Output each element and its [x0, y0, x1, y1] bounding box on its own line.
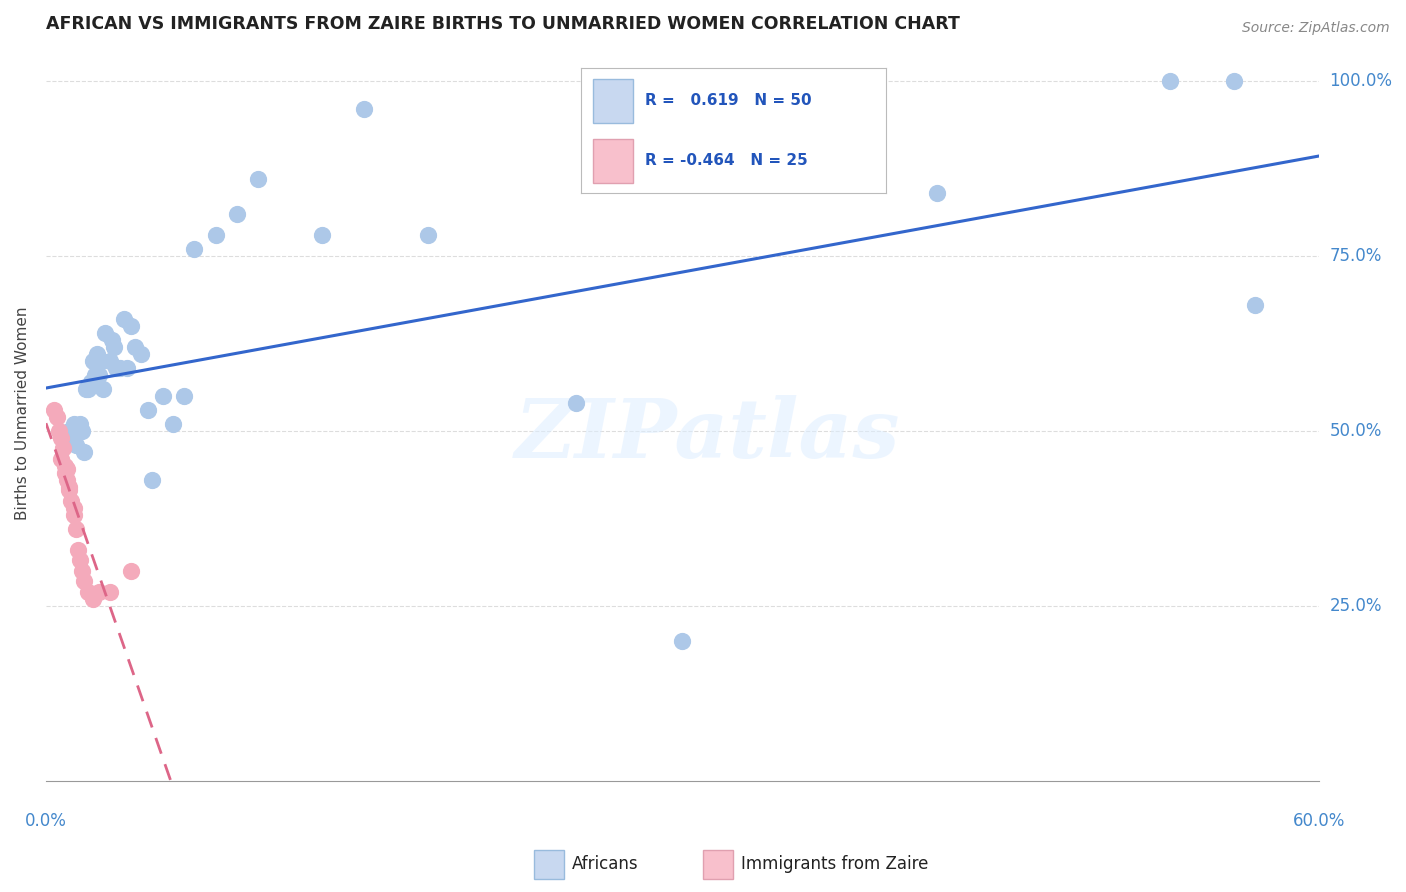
Point [62, 420, 84, 434]
Point [65, 437, 87, 451]
Point [98, 353, 121, 368]
Point [62, 500, 84, 515]
Point [120, 564, 142, 578]
Point [141, 473, 163, 487]
Point [70, 564, 93, 578]
Point [152, 388, 174, 402]
Point [56, 462, 79, 476]
Bar [703, 849, 733, 880]
Text: 50.0%: 50.0% [1330, 422, 1382, 440]
Point [925, 186, 948, 200]
Point [70, 424, 93, 438]
Point [56, 427, 79, 442]
Point [82, 353, 104, 368]
Point [353, 102, 375, 116]
Point [62, 508, 84, 522]
Point [53, 466, 76, 480]
Point [44, 402, 66, 417]
Point [60, 493, 83, 508]
Point [77, 382, 100, 396]
Text: AFRICAN VS IMMIGRANTS FROM ZAIRE BIRTHS TO UNMARRIED WOMEN CORRELATION CHART: AFRICAN VS IMMIGRANTS FROM ZAIRE BIRTHS … [46, 15, 960, 33]
Point [98, 584, 121, 599]
Point [52, 431, 75, 445]
Point [136, 402, 159, 417]
Point [53, 458, 76, 473]
Text: 25.0%: 25.0% [1330, 597, 1382, 615]
Point [58, 479, 80, 493]
Point [565, 395, 588, 409]
Point [77, 584, 100, 599]
Point [110, 360, 132, 375]
Point [94, 326, 117, 340]
Point [115, 360, 138, 375]
Point [45, 409, 67, 424]
Point [1223, 73, 1246, 87]
Point [124, 340, 146, 354]
Text: 60.0%: 60.0% [1292, 812, 1346, 830]
Point [204, 227, 226, 242]
Point [91, 382, 114, 396]
Point [100, 333, 122, 347]
Point [162, 417, 184, 431]
Point [56, 473, 79, 487]
Point [183, 242, 205, 256]
Point [311, 227, 333, 242]
Point [416, 227, 439, 242]
Point [60, 434, 83, 448]
Text: 0.0%: 0.0% [25, 812, 67, 830]
Bar [534, 849, 564, 880]
Point [53, 437, 76, 451]
Point [48, 424, 70, 438]
Point [671, 633, 693, 648]
Point [87, 368, 110, 382]
Point [73, 574, 96, 588]
Text: 100.0%: 100.0% [1330, 71, 1392, 90]
Point [120, 318, 142, 333]
Point [49, 431, 72, 445]
Point [87, 584, 110, 599]
Point [58, 483, 80, 497]
Text: 75.0%: 75.0% [1330, 246, 1382, 265]
Point [86, 346, 108, 360]
Point [73, 444, 96, 458]
Y-axis label: Births to Unmarried Women: Births to Unmarried Women [15, 306, 30, 520]
Point [103, 340, 125, 354]
Text: Source: ZipAtlas.com: Source: ZipAtlas.com [1241, 21, 1389, 35]
Point [83, 368, 105, 382]
Point [62, 417, 84, 431]
Point [75, 382, 97, 396]
Point [49, 451, 72, 466]
Point [131, 346, 153, 360]
Point [226, 206, 249, 220]
Point [114, 311, 136, 326]
Point [52, 441, 75, 455]
Point [65, 522, 87, 536]
Text: Africans: Africans [572, 855, 638, 873]
Point [66, 424, 89, 438]
Point [58, 424, 80, 438]
Point [82, 591, 104, 606]
Point [79, 375, 101, 389]
Point [104, 360, 127, 375]
Point [247, 171, 270, 186]
Point [69, 553, 91, 567]
Point [90, 353, 112, 368]
Point [173, 388, 195, 402]
Text: ZIPatlas: ZIPatlas [515, 395, 901, 475]
Point [1244, 297, 1267, 311]
Point [69, 417, 91, 431]
Text: Immigrants from Zaire: Immigrants from Zaire [741, 855, 928, 873]
Point [66, 542, 89, 557]
Point [1159, 73, 1181, 87]
